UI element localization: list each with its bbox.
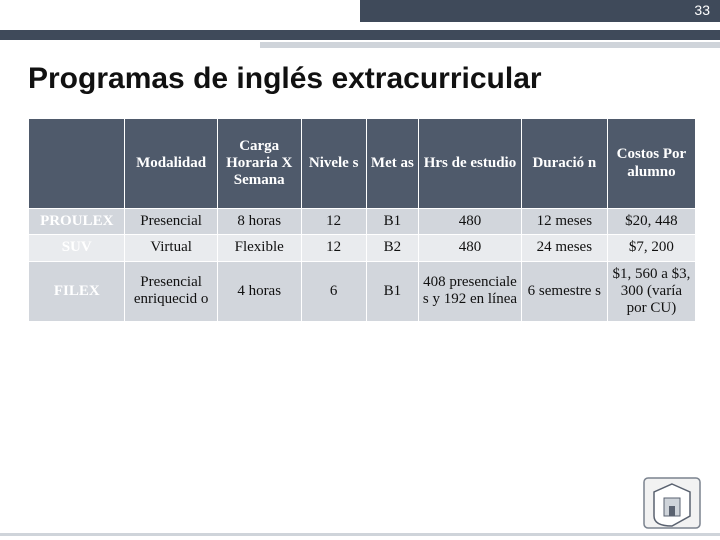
top-bar: 33 bbox=[0, 0, 720, 28]
col-duracion: Duració n bbox=[521, 119, 607, 209]
page-title: Programas de inglés extracurricular bbox=[28, 62, 542, 96]
cell-niveles: 6 bbox=[301, 261, 366, 322]
rule-dark bbox=[0, 30, 720, 40]
cell-modalidad: Presencial bbox=[125, 209, 217, 235]
table-row: PROULEX Presencial 8 horas 12 B1 480 12 … bbox=[29, 209, 696, 235]
cell-niveles: 12 bbox=[301, 209, 366, 235]
cell-duracion: 6 semestre s bbox=[521, 261, 607, 322]
table-row: FILEX Presencial enriquecid o 4 horas 6 … bbox=[29, 261, 696, 322]
cell-niveles: 12 bbox=[301, 235, 366, 261]
footer-rule bbox=[0, 533, 720, 536]
col-metas: Met as bbox=[366, 119, 418, 209]
slide-number: 33 bbox=[694, 2, 710, 18]
cell-carga: Flexible bbox=[217, 235, 301, 261]
programs-table: Modalidad Carga Horaria X Semana Nivele … bbox=[28, 118, 696, 322]
cell-modalidad: Presencial enriquecid o bbox=[125, 261, 217, 322]
row-name: SUV bbox=[29, 235, 125, 261]
col-niveles: Nivele s bbox=[301, 119, 366, 209]
cell-hrs: 480 bbox=[419, 209, 522, 235]
cell-duracion: 24 meses bbox=[521, 235, 607, 261]
cell-metas: B1 bbox=[366, 209, 418, 235]
cell-costo: $20, 448 bbox=[607, 209, 695, 235]
header-empty bbox=[29, 119, 125, 209]
row-name: PROULEX bbox=[29, 209, 125, 235]
cell-metas: B2 bbox=[366, 235, 418, 261]
cell-hrs: 480 bbox=[419, 235, 522, 261]
cell-metas: B1 bbox=[366, 261, 418, 322]
top-bar-accent bbox=[360, 0, 720, 22]
institution-logo-icon bbox=[642, 476, 702, 530]
table-row: SUV Virtual Flexible 12 B2 480 24 meses … bbox=[29, 235, 696, 261]
col-modalidad: Modalidad bbox=[125, 119, 217, 209]
cell-costo: $7, 200 bbox=[607, 235, 695, 261]
cell-carga: 4 horas bbox=[217, 261, 301, 322]
cell-hrs: 408 presenciale s y 192 en línea bbox=[419, 261, 522, 322]
col-costo: Costos Por alumno bbox=[607, 119, 695, 209]
cell-costo: $1, 560 a $3, 300 (varía por CU) bbox=[607, 261, 695, 322]
table-header-row: Modalidad Carga Horaria X Semana Nivele … bbox=[29, 119, 696, 209]
rule-light bbox=[260, 42, 720, 48]
col-carga: Carga Horaria X Semana bbox=[217, 119, 301, 209]
col-hrs: Hrs de estudio bbox=[419, 119, 522, 209]
cell-carga: 8 horas bbox=[217, 209, 301, 235]
cell-modalidad: Virtual bbox=[125, 235, 217, 261]
row-name: FILEX bbox=[29, 261, 125, 322]
cell-duracion: 12 meses bbox=[521, 209, 607, 235]
